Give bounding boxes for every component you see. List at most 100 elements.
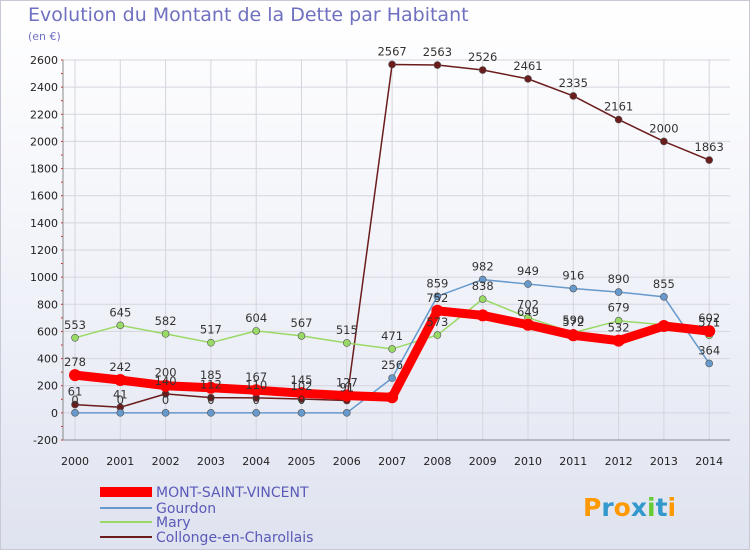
data-point xyxy=(612,334,625,347)
y-tick-label: 1000 xyxy=(30,271,58,284)
data-label: 127 xyxy=(336,376,358,390)
data-label: 102 xyxy=(291,379,313,393)
data-point xyxy=(660,137,668,146)
data-point xyxy=(703,325,716,338)
data-point xyxy=(569,92,578,100)
data-label: 573 xyxy=(426,315,448,329)
data-point xyxy=(478,275,487,284)
data-point xyxy=(159,379,172,392)
data-label: 604 xyxy=(245,311,267,325)
data-point xyxy=(114,374,127,387)
data-label: 256 xyxy=(381,358,403,372)
data-label: 0 xyxy=(162,393,169,407)
data-label: 649 xyxy=(517,305,539,319)
data-label: 752 xyxy=(426,291,448,305)
y-tick-label: 0 xyxy=(51,407,58,420)
data-label: 571 xyxy=(698,315,720,329)
data-point xyxy=(71,400,79,409)
data-label: 140 xyxy=(155,374,177,388)
legend-label: Gourdon xyxy=(156,501,216,517)
y-tick-label: 1400 xyxy=(30,217,58,230)
x-tick-label: 2000 xyxy=(61,455,89,468)
data-label: 602 xyxy=(698,311,720,325)
data-point xyxy=(614,115,623,124)
data-label: 2335 xyxy=(559,76,588,90)
data-label: 1863 xyxy=(695,140,724,154)
data-point xyxy=(295,387,308,400)
data-label: 112 xyxy=(200,378,222,392)
data-label: 61 xyxy=(68,385,83,399)
data-point xyxy=(297,409,306,417)
data-label: 517 xyxy=(200,323,222,337)
data-label: 0 xyxy=(207,393,214,407)
data-label: 2000 xyxy=(649,121,678,135)
data-point xyxy=(71,334,79,342)
x-tick-label: 2002 xyxy=(152,455,180,468)
legend-label: Mary xyxy=(156,515,191,531)
data-label: 949 xyxy=(517,264,539,278)
x-tick-label: 2010 xyxy=(514,455,542,468)
data-point xyxy=(478,66,487,74)
data-point xyxy=(522,318,534,331)
data-label: 572 xyxy=(562,315,584,329)
data-label: 167 xyxy=(245,370,267,384)
data-label: 2567 xyxy=(377,44,406,58)
data-label: 890 xyxy=(608,272,630,286)
y-tick-label: 2600 xyxy=(30,54,58,67)
data-label: 515 xyxy=(336,323,358,337)
data-point xyxy=(388,374,396,382)
data-label: 859 xyxy=(426,276,448,290)
data-point xyxy=(567,329,580,342)
data-point xyxy=(433,61,442,69)
data-point xyxy=(433,331,442,339)
data-label: 2461 xyxy=(513,59,542,73)
data-point xyxy=(116,409,125,417)
y-tick-label: 2000 xyxy=(30,135,58,148)
data-label: 0 xyxy=(71,393,78,407)
data-label: 855 xyxy=(653,277,675,291)
data-point xyxy=(207,409,215,417)
data-label: 364 xyxy=(698,343,720,357)
x-tick-label: 2007 xyxy=(378,455,406,468)
data-point xyxy=(71,409,79,417)
data-label: 185 xyxy=(200,368,222,382)
y-tick-label: 1800 xyxy=(30,163,58,176)
data-point xyxy=(342,409,351,417)
data-point xyxy=(297,332,306,340)
data-point xyxy=(614,288,623,296)
y-tick-label: 200 xyxy=(37,380,58,393)
y-tick-label: 400 xyxy=(37,353,58,366)
data-point xyxy=(342,339,351,347)
y-tick-label: 1200 xyxy=(30,244,58,257)
data-label: 278 xyxy=(64,355,86,369)
data-point xyxy=(161,409,170,417)
x-tick-label: 2001 xyxy=(106,455,134,468)
x-tick-label: 2009 xyxy=(469,455,497,468)
data-point xyxy=(388,60,396,69)
chart-unit: (en €) xyxy=(28,30,61,43)
data-point xyxy=(660,293,668,301)
data-point xyxy=(614,316,623,325)
data-label: 200 xyxy=(155,366,177,380)
data-label: 645 xyxy=(109,305,131,319)
data-label: 110 xyxy=(245,378,267,392)
data-point xyxy=(207,393,215,402)
data-point xyxy=(478,295,487,303)
data-label: 2563 xyxy=(423,45,452,59)
data-label: 982 xyxy=(472,260,494,274)
data-point xyxy=(705,359,714,368)
y-tick-label: 800 xyxy=(37,298,58,311)
legend-label: Collonge-en-Charollais xyxy=(156,530,313,546)
data-point xyxy=(69,369,81,382)
data-label: 590 xyxy=(562,313,584,327)
legend-label: MONT-SAINT-VINCENT xyxy=(156,485,309,501)
data-label: 0 xyxy=(253,393,260,407)
x-tick-label: 2013 xyxy=(650,455,678,468)
data-point xyxy=(252,327,261,335)
data-label: 41 xyxy=(113,387,128,401)
data-point xyxy=(657,320,670,332)
data-label: 145 xyxy=(291,373,313,387)
data-point xyxy=(386,391,399,404)
